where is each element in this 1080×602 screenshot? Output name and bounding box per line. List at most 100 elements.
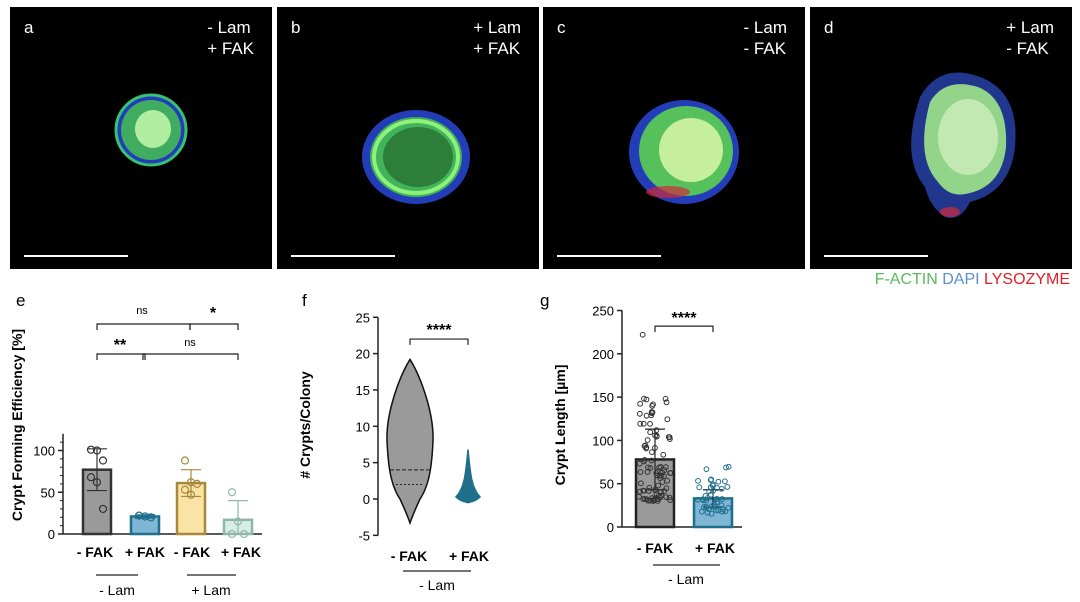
fak-condition: - FAK — [1006, 39, 1049, 58]
bracket-ns-top — [96, 323, 191, 330]
data-point — [637, 488, 643, 495]
chart-e-ann-doublestar: ** — [114, 337, 127, 354]
panel-conditions-b: + Lam + FAK — [473, 17, 521, 59]
data-point — [638, 480, 644, 487]
panel-label-g: g — [540, 291, 549, 310]
chart-f-xlabel-1: + FAK — [449, 548, 489, 564]
y-tick-label: 10 — [356, 419, 370, 434]
data-point — [663, 494, 670, 501]
data-point — [186, 490, 196, 499]
microscopy-panel-d: d + Lam - FAK — [810, 7, 1072, 269]
data-point — [636, 493, 642, 500]
data-point — [663, 399, 670, 406]
data-point — [640, 487, 647, 494]
panel-label-e: e — [16, 291, 25, 310]
legend-factin: F-ACTIN — [874, 271, 938, 288]
data-point — [725, 463, 732, 470]
data-point — [706, 488, 712, 495]
chart-f: -5 0 5 10 15 20 25 — [356, 310, 482, 543]
data-point — [656, 464, 662, 471]
data-point — [643, 396, 650, 403]
data-point — [648, 457, 655, 464]
data-point — [653, 433, 660, 440]
chart-g-xlabel-1: + FAK — [695, 540, 735, 556]
data-point — [636, 410, 643, 417]
y-tick-label: 5 — [363, 456, 370, 471]
data-point — [703, 497, 710, 504]
chart-e-ann-ns-top: ns — [136, 305, 148, 317]
lam-condition: - Lam — [207, 18, 251, 37]
data-point — [186, 478, 196, 487]
data-point — [140, 512, 150, 521]
bracket-doublestar — [96, 353, 146, 360]
fak-condition: + FAK — [473, 39, 521, 58]
data-point — [652, 444, 658, 451]
microscopy-panel-a: a - Lam + FAK — [10, 7, 272, 269]
data-point — [722, 478, 728, 485]
panel-label-a: a — [24, 18, 34, 37]
data-point — [637, 469, 644, 475]
y-tick-label: -5 — [358, 528, 370, 543]
legend-lysozyme: LYSOZYME — [984, 271, 1070, 288]
data-point — [661, 488, 668, 495]
fak-condition: + FAK — [207, 39, 254, 58]
chart-e-group-0: - Lam — [99, 582, 135, 598]
data-point — [98, 504, 108, 514]
panel-label-d: d — [824, 18, 834, 37]
data-point — [655, 492, 662, 499]
data-point — [647, 429, 654, 436]
data-point — [667, 470, 674, 476]
data-point — [725, 504, 732, 511]
data-point — [192, 479, 202, 488]
microscopy-panel-c: c - Lam - FAK — [543, 7, 805, 269]
y-tick-label: 150 — [592, 390, 614, 405]
data-point — [699, 496, 706, 503]
data-point — [134, 511, 144, 520]
data-point — [660, 451, 667, 458]
chart-e-group-1: + Lam — [191, 582, 230, 598]
violin — [454, 449, 482, 504]
data-point — [715, 507, 722, 514]
chart-g: 0 50 100 150 200 250 — [592, 304, 742, 535]
data-point — [636, 460, 643, 467]
y-tick-label: 0 — [363, 492, 370, 507]
y-tick-label: 0 — [607, 520, 614, 535]
data-point — [646, 484, 653, 491]
chart-e-ann-star: * — [210, 305, 217, 322]
bar — [129, 515, 161, 536]
data-point — [666, 494, 673, 501]
organoid-image-b — [362, 110, 470, 204]
data-point — [637, 400, 644, 407]
stain-legend: F-ACTIN DAPI LYSOZYME — [875, 271, 1070, 289]
y-tick-label: 250 — [592, 304, 614, 319]
data-point — [659, 469, 665, 476]
scale-bar — [24, 255, 128, 257]
data-point — [652, 432, 658, 439]
data-point — [654, 472, 661, 479]
data-point — [695, 477, 701, 484]
lam-condition: - Lam — [743, 18, 787, 37]
chart-e-xlabel-1: + FAK — [125, 544, 165, 560]
microscopy-panel-b: b + Lam + FAK — [277, 7, 539, 269]
y-tick-label: 200 — [592, 347, 614, 362]
y-tick-label: 50 — [41, 485, 55, 500]
organoid-image-d — [911, 72, 1016, 218]
data-point — [92, 478, 102, 487]
y-tick-label: 0 — [48, 527, 55, 542]
data-point — [642, 442, 649, 449]
bracket-ns-mid — [142, 353, 239, 360]
data-point — [649, 449, 655, 456]
chart-e-xlabel-0: - FAK — [77, 544, 114, 560]
data-point — [707, 477, 714, 483]
panel-conditions-c: - Lam - FAK — [744, 17, 787, 59]
data-point — [146, 513, 156, 522]
scale-bar — [557, 255, 661, 257]
data-point — [651, 496, 658, 502]
chart-g-ann: **** — [672, 310, 698, 327]
data-point — [643, 412, 650, 419]
chart-f-ylabel: # Crypts/Colony — [297, 371, 313, 479]
data-point — [86, 445, 96, 454]
data-point — [637, 420, 644, 427]
chart-e-xlabel-2: - FAK — [174, 544, 211, 560]
